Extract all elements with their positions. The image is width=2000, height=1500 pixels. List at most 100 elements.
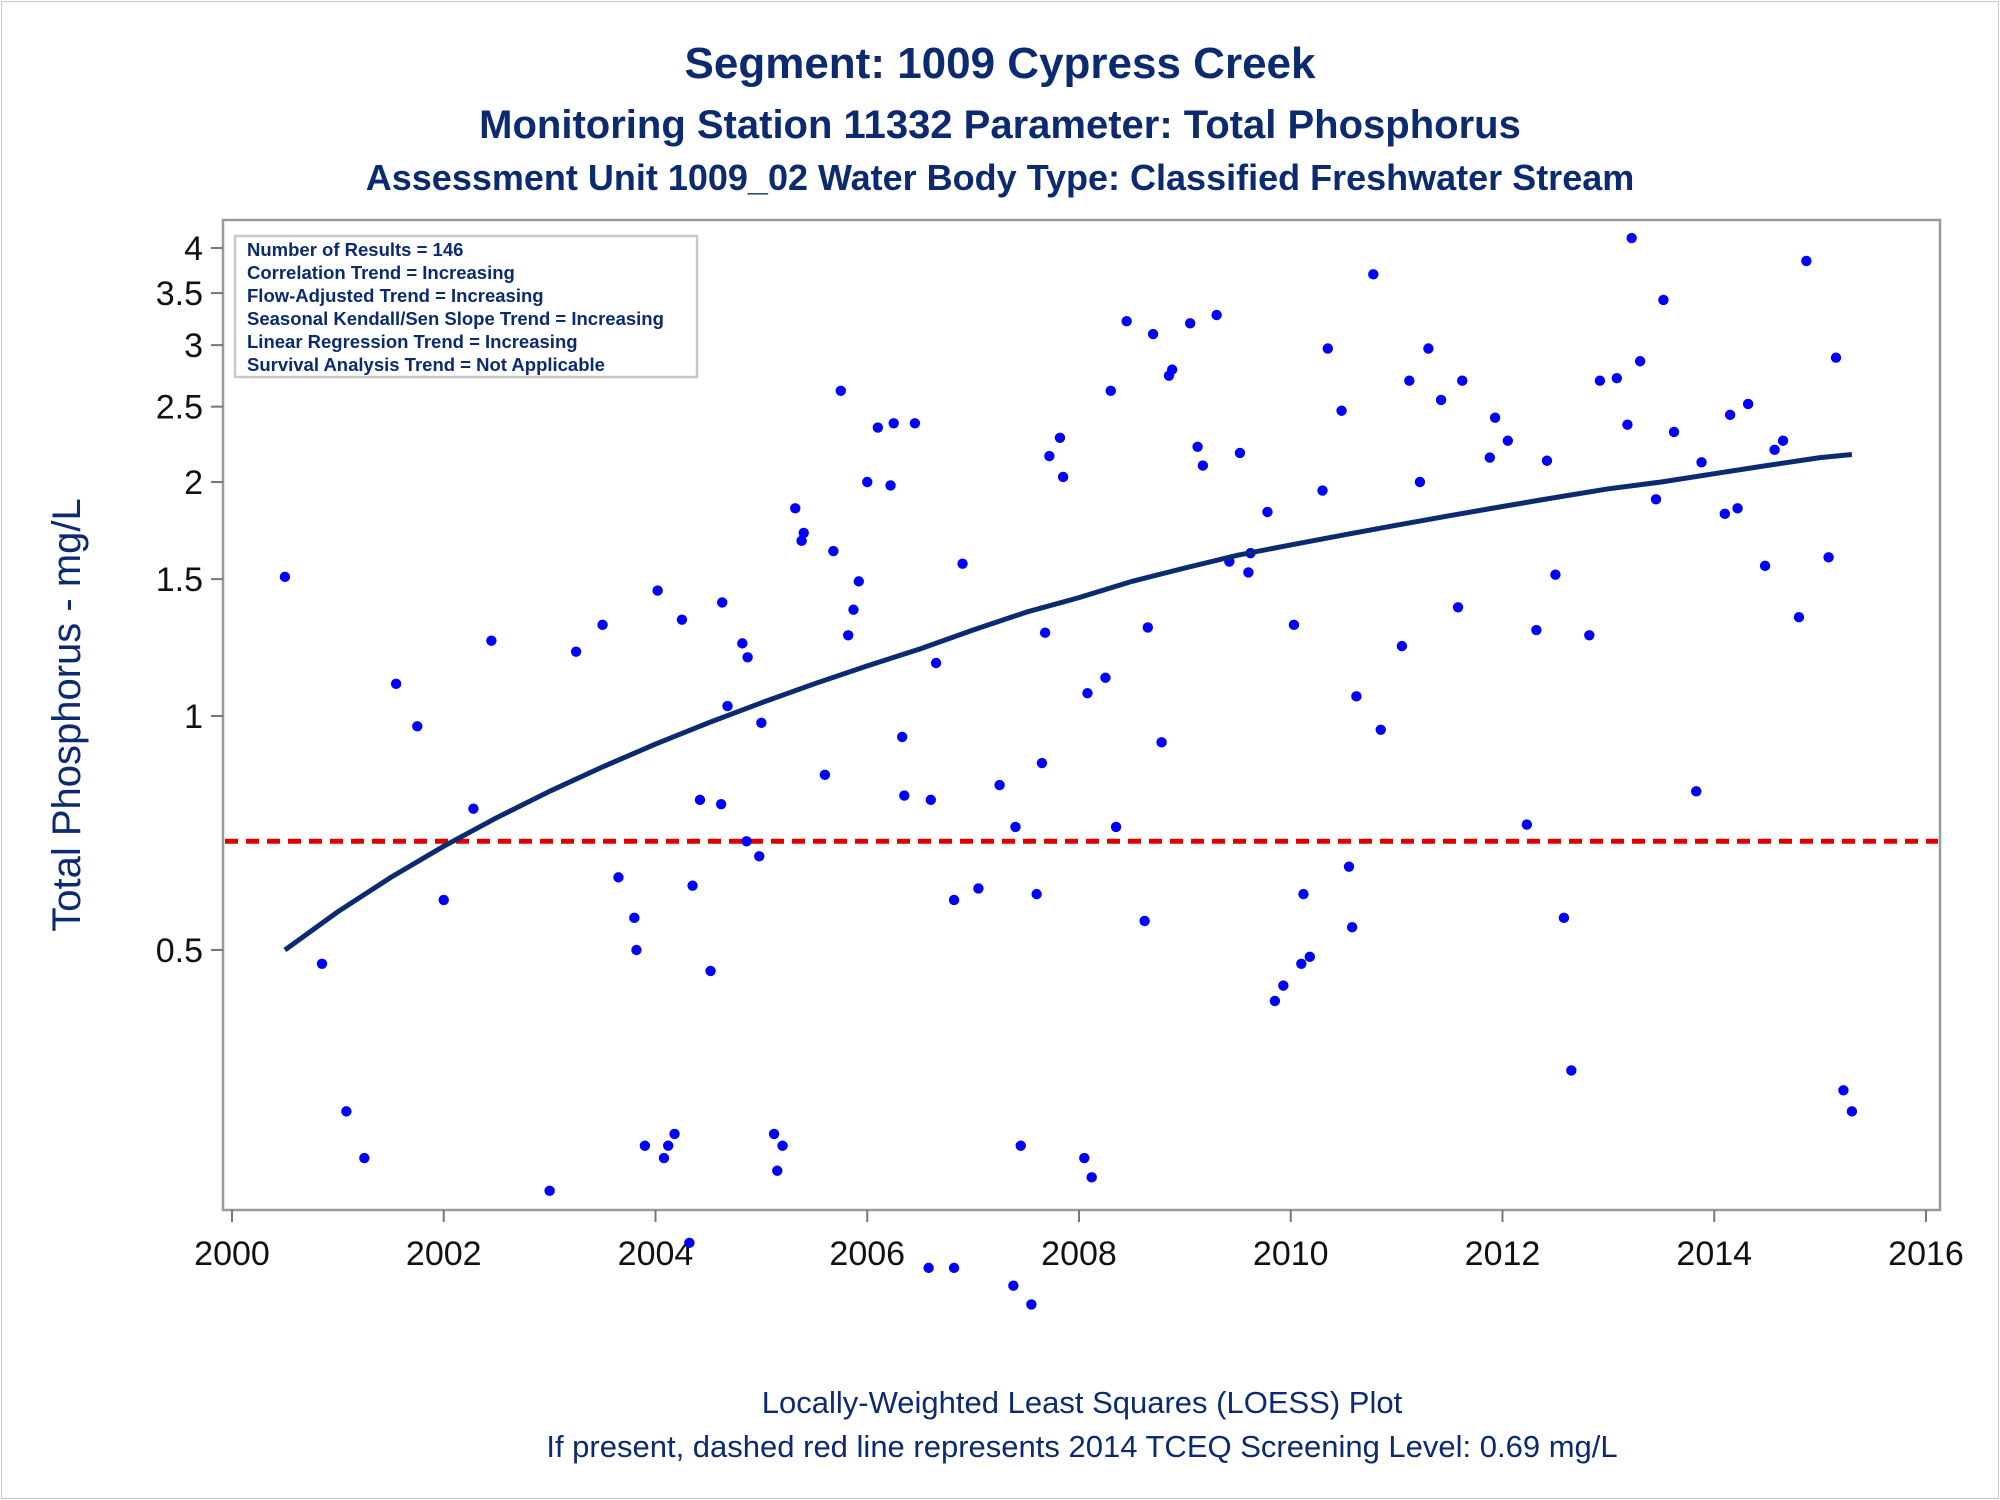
- data-point: [772, 1165, 783, 1176]
- data-point: [1719, 508, 1731, 520]
- data-point: [1793, 611, 1805, 623]
- data-point: [1668, 426, 1680, 438]
- data-point: [1044, 450, 1055, 462]
- data-point: [1139, 915, 1150, 927]
- data-point: [1404, 375, 1415, 386]
- data-point: [885, 480, 896, 491]
- data-point: [1082, 687, 1093, 699]
- data-point: [1197, 460, 1209, 471]
- data-point: [1489, 412, 1501, 423]
- footnote-screening: If present, dashed red line represents 2…: [546, 1429, 1617, 1464]
- data-point: [1626, 232, 1637, 244]
- data-point: [684, 1237, 695, 1249]
- data-point: [1830, 352, 1842, 363]
- data-point: [790, 503, 801, 514]
- data-point: [1351, 691, 1362, 702]
- data-point: [835, 385, 846, 397]
- data-points: [279, 232, 1858, 1310]
- x-tick-label: 2008: [1041, 1235, 1117, 1273]
- y-tick-label: 3.5: [156, 275, 203, 313]
- data-point: [1457, 375, 1468, 386]
- data-point: [1622, 419, 1633, 430]
- data-point: [1010, 821, 1021, 833]
- x-tick-label: 2006: [829, 1235, 905, 1273]
- data-point: [1541, 455, 1553, 466]
- data-point: [1658, 294, 1669, 306]
- x-tick-label: 2014: [1676, 1235, 1752, 1273]
- data-point: [754, 851, 765, 862]
- stats-line: Number of Results = 146: [247, 239, 463, 260]
- chart-title: Segment: 1009 Cypress Creek: [685, 39, 1317, 88]
- data-point: [544, 1185, 555, 1197]
- stats-line: Correlation Trend = Increasing: [247, 262, 515, 283]
- loess-curve: [283, 452, 1853, 953]
- data-point: [1243, 567, 1254, 578]
- data-point: [717, 597, 728, 608]
- data-point: [1452, 602, 1464, 613]
- data-point: [1147, 328, 1159, 340]
- data-point: [1184, 318, 1196, 329]
- data-point: [741, 836, 752, 847]
- stats-line: Linear Regression Trend = Increasing: [247, 331, 578, 352]
- data-point: [948, 894, 960, 906]
- loess-layer: [283, 452, 1853, 953]
- chart-subtitle-2: Assessment Unit 1009_02 Water Body Type:…: [366, 157, 1635, 198]
- data-point: [1801, 255, 1812, 267]
- data-point: [842, 630, 854, 641]
- data-point: [737, 638, 748, 649]
- data-point: [412, 721, 423, 732]
- data-point: [1166, 364, 1178, 375]
- data-point: [819, 769, 831, 781]
- data-point: [1759, 560, 1771, 572]
- footnote-loess: Locally-Weighted Least Squares (LOESS) P…: [762, 1385, 1403, 1420]
- data-point: [341, 1106, 352, 1117]
- data-point: [1732, 503, 1743, 514]
- data-point: [796, 535, 807, 547]
- data-point: [872, 422, 884, 433]
- data-point: [1423, 343, 1434, 354]
- data-point: [888, 418, 899, 429]
- data-point: [1322, 343, 1334, 354]
- data-point: [1584, 630, 1595, 641]
- y-tick-label: 2.5: [156, 389, 203, 427]
- data-point: [896, 731, 908, 743]
- data-point: [687, 880, 698, 891]
- data-point: [1008, 1280, 1019, 1291]
- data-point: [798, 527, 809, 539]
- data-point: [1110, 821, 1122, 833]
- data-point: [468, 803, 479, 814]
- data-point: [597, 619, 608, 631]
- data-point: [1769, 444, 1780, 456]
- y-axis-label: Total Phosphorus - mg/L: [45, 498, 89, 932]
- data-point: [777, 1140, 788, 1151]
- data-point: [1838, 1085, 1849, 1096]
- y-tick-label: 1: [184, 698, 203, 736]
- data-point: [1414, 476, 1426, 488]
- data-point: [1288, 619, 1300, 631]
- data-point: [1211, 309, 1222, 321]
- data-point: [756, 717, 767, 729]
- data-point: [828, 545, 839, 557]
- data-point: [1039, 627, 1051, 638]
- data-point: [1121, 316, 1132, 327]
- data-point: [909, 418, 921, 429]
- data-point: [1142, 622, 1154, 633]
- data-point: [1105, 385, 1116, 397]
- data-point: [899, 790, 910, 801]
- stats-line: Survival Analysis Trend = Not Applicable: [247, 354, 605, 375]
- data-point: [925, 794, 936, 806]
- data-point: [1634, 356, 1646, 367]
- data-point: [923, 1262, 934, 1274]
- data-point: [1343, 861, 1355, 872]
- data-point: [1304, 951, 1316, 963]
- y-tick-label: 1.5: [156, 561, 203, 599]
- data-point: [669, 1128, 680, 1140]
- data-point: [1262, 506, 1273, 518]
- data-point: [658, 1152, 670, 1164]
- y-tick-label: 3: [184, 327, 203, 365]
- data-point: [853, 576, 864, 587]
- data-point: [1156, 737, 1167, 748]
- data-point: [1611, 372, 1623, 384]
- stats-line: Flow-Adjusted Trend = Increasing: [247, 285, 544, 306]
- data-point: [1724, 409, 1736, 421]
